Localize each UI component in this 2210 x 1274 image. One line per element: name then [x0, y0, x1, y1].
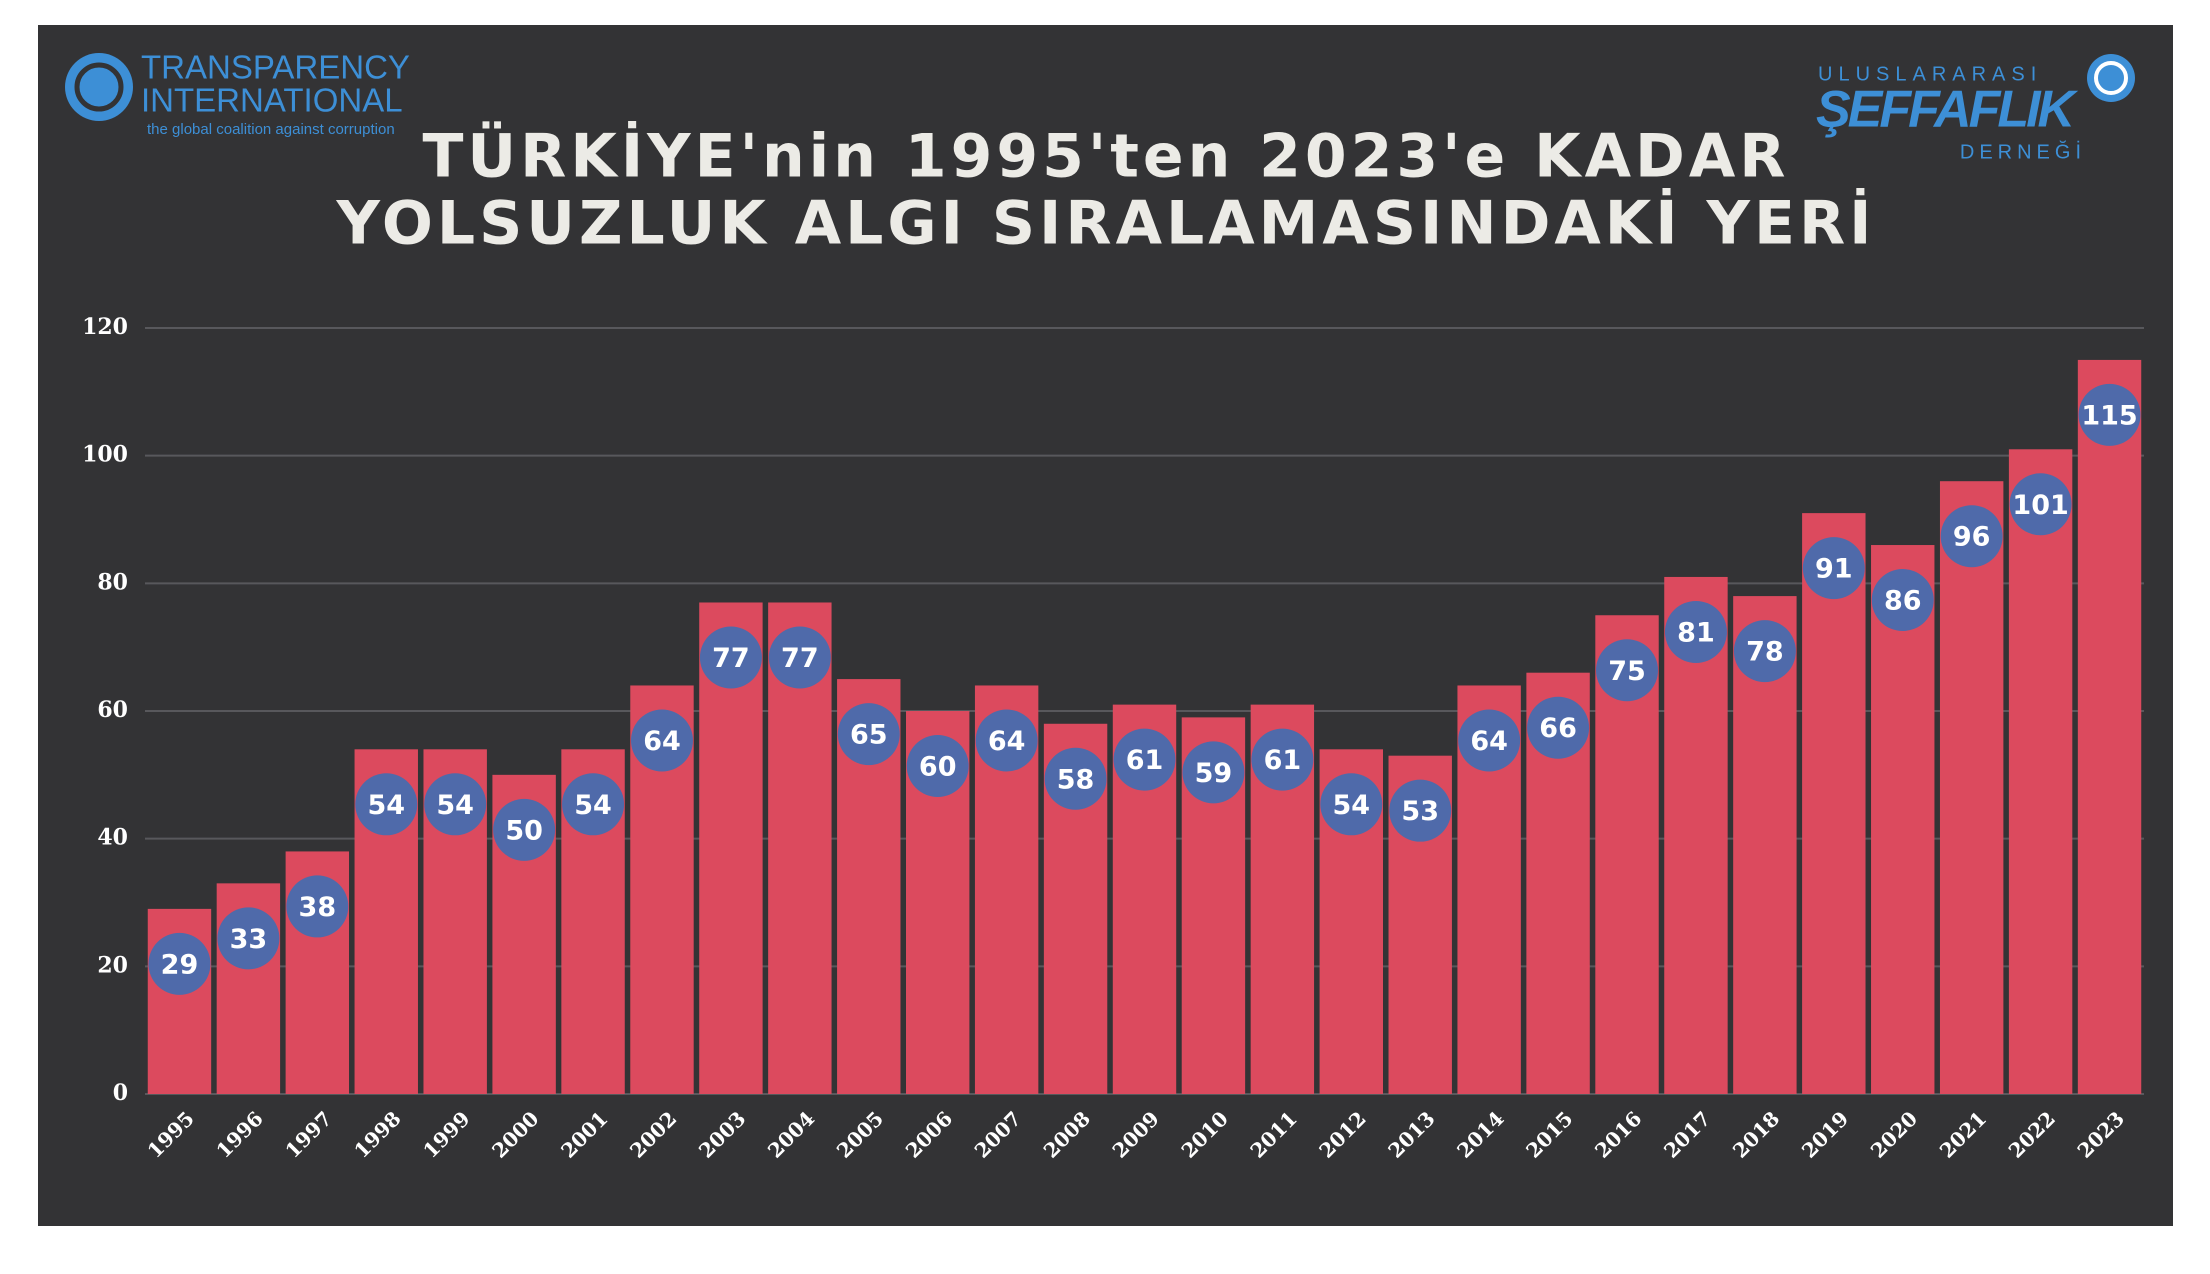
- logo-text: TRANSPARENCY: [141, 49, 410, 86]
- y-tick-label: 100: [82, 442, 128, 468]
- value-badge: [768, 626, 831, 689]
- value-badge: [837, 703, 900, 766]
- value-badge: [975, 709, 1038, 772]
- value-badge: [2078, 383, 2141, 446]
- value-badge: [1389, 779, 1452, 842]
- value-badge: [286, 875, 349, 938]
- value-badge: [1320, 773, 1383, 836]
- value-label: 38: [299, 892, 337, 923]
- y-tick-label: 40: [97, 825, 128, 851]
- value-label: 115: [2081, 400, 2137, 431]
- value-label: 64: [988, 726, 1026, 757]
- value-badge: [699, 626, 762, 689]
- value-badge: [1802, 537, 1865, 600]
- value-label: 29: [161, 949, 199, 980]
- value-badge: [1044, 747, 1107, 810]
- y-tick-label: 0: [113, 1080, 128, 1106]
- value-label: 75: [1608, 656, 1646, 687]
- bar: [1939, 481, 2004, 1094]
- logo-text: DERNEĞİ: [1960, 140, 2086, 163]
- value-label: 64: [1470, 726, 1508, 757]
- value-badge: [2009, 473, 2072, 536]
- value-badge: [1664, 600, 1727, 663]
- logo-icon-ring: [74, 62, 124, 112]
- value-badge: [1940, 505, 2003, 568]
- bar: [1664, 576, 1728, 1094]
- value-label: 96: [1953, 522, 1991, 553]
- logo-text: ŞEFFAFLIK: [1816, 81, 2079, 139]
- value-badge: [1458, 709, 1521, 772]
- y-tick-label: 20: [97, 952, 128, 978]
- value-badge: [1113, 728, 1176, 791]
- value-badge: [562, 773, 625, 836]
- chart-title: TÜRKİYE'nin 1995'ten 2023'e KADAR: [422, 120, 1789, 192]
- logo-left: TRANSPARENCY INTERNATIONAL the global co…: [65, 49, 410, 138]
- value-badge: [1596, 639, 1659, 702]
- y-tick-label: 80: [97, 569, 128, 595]
- value-label: 53: [1401, 796, 1439, 827]
- value-label: 58: [1057, 764, 1095, 795]
- value-badge: [355, 773, 418, 836]
- value-label: 54: [1333, 790, 1371, 821]
- value-badge: [1733, 620, 1796, 683]
- value-label: 54: [367, 790, 405, 821]
- value-badge: [148, 932, 211, 995]
- value-label: 66: [1539, 713, 1577, 744]
- bar: [2008, 449, 2073, 1094]
- value-label: 61: [1264, 745, 1302, 776]
- value-label: 77: [712, 643, 750, 674]
- value-label: 59: [1195, 758, 1233, 789]
- value-label: 91: [1815, 554, 1853, 585]
- value-badge: [630, 709, 693, 772]
- value-badge: [1527, 696, 1590, 759]
- value-label: 50: [505, 815, 543, 846]
- bar: [1802, 513, 1866, 1094]
- value-badge: [1251, 728, 1314, 791]
- value-badge: [424, 773, 487, 836]
- value-label: 77: [781, 643, 819, 674]
- bar: [2077, 359, 2142, 1095]
- value-label: 60: [919, 752, 957, 783]
- logo-right: ULUSLARARASI ŞEFFAFLIK DERNEĞİ: [1816, 54, 2135, 163]
- bar: [1871, 545, 1935, 1094]
- value-label: 54: [574, 790, 612, 821]
- value-label: 81: [1677, 617, 1715, 648]
- value-label: 78: [1746, 637, 1784, 668]
- value-badge: [493, 798, 556, 861]
- value-label: 86: [1884, 586, 1922, 617]
- y-tick-label: 120: [82, 314, 128, 340]
- y-tick-label: 60: [97, 697, 128, 723]
- value-label: 65: [850, 720, 888, 751]
- value-label: 33: [230, 924, 268, 955]
- value-label: 61: [1126, 745, 1164, 776]
- logo-text: INTERNATIONAL: [141, 82, 403, 119]
- logo-tagline: the global coalition against corruption: [147, 121, 395, 138]
- logo-icon-ring: [2094, 61, 2128, 95]
- chart-title: YOLSUZLUK ALGI SIRALAMASINDAKİ YERİ: [336, 187, 1876, 259]
- value-badge: [906, 735, 969, 797]
- value-label: 64: [643, 726, 681, 757]
- logo-text: ULUSLARARASI: [1818, 63, 2042, 85]
- value-badge: [217, 907, 280, 970]
- value-badge: [1871, 569, 1934, 632]
- value-badge: [1182, 741, 1245, 804]
- value-label: 101: [2012, 490, 2068, 521]
- value-label: 54: [436, 790, 474, 821]
